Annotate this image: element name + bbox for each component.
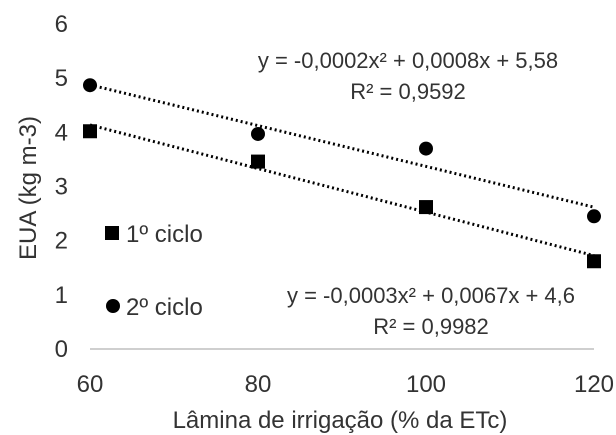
trendline-equation-2nd-cycle: y = -0,0002x² + 0,0008x + 5,58 (258, 48, 558, 73)
legend-label-1st-cycle: 1º ciclo (126, 221, 203, 248)
trendlines (89, 83, 595, 258)
y-tick-label: 0 (55, 336, 68, 363)
legend-marker-2nd-cycle (106, 299, 120, 313)
trendline-equation-1st-cycle: y = -0,0003x² + 0,0067x + 4,6 (287, 283, 575, 308)
axes: 60 80 100 120 0 1 2 3 4 5 6 (55, 11, 614, 398)
x-axis-label: Lâmina de irrigação (% da ETc) (173, 407, 508, 434)
data-point-1st-cycle (251, 154, 265, 169)
data-point-1st-cycle (83, 124, 97, 139)
y-tick-label: 5 (55, 65, 68, 92)
trendline-r2-1st-cycle: R² = 0,9982 (373, 314, 489, 339)
y-tick-label: 3 (55, 174, 68, 201)
data-point-2nd-cycle (251, 126, 265, 141)
y-tick-label: 2 (55, 228, 68, 255)
trendline-series-1 (89, 123, 595, 258)
y-axis-label: EUA (kg m-3) (15, 116, 42, 260)
data-point-2nd-cycle (419, 141, 433, 156)
y-tick-label: 6 (55, 11, 68, 38)
y-tick-label: 1 (55, 282, 68, 309)
x-tick-label: 80 (245, 371, 272, 398)
legend-label-2nd-cycle: 2º ciclo (126, 294, 203, 321)
y-tick-label: 4 (55, 119, 68, 146)
data-point-1st-cycle (587, 254, 601, 269)
x-tick-label: 120 (574, 371, 614, 398)
data-point-2nd-cycle (83, 78, 97, 93)
legend-marker-1st-cycle (105, 226, 119, 240)
data-point-1st-cycle (419, 200, 433, 215)
x-tick-label: 60 (77, 371, 104, 398)
trendline-series-2 (89, 83, 595, 209)
trendline-r2-2nd-cycle: R² = 0,9592 (350, 79, 466, 104)
data-points (83, 78, 601, 269)
x-tick-label: 100 (406, 371, 446, 398)
data-point-2nd-cycle (587, 209, 601, 224)
